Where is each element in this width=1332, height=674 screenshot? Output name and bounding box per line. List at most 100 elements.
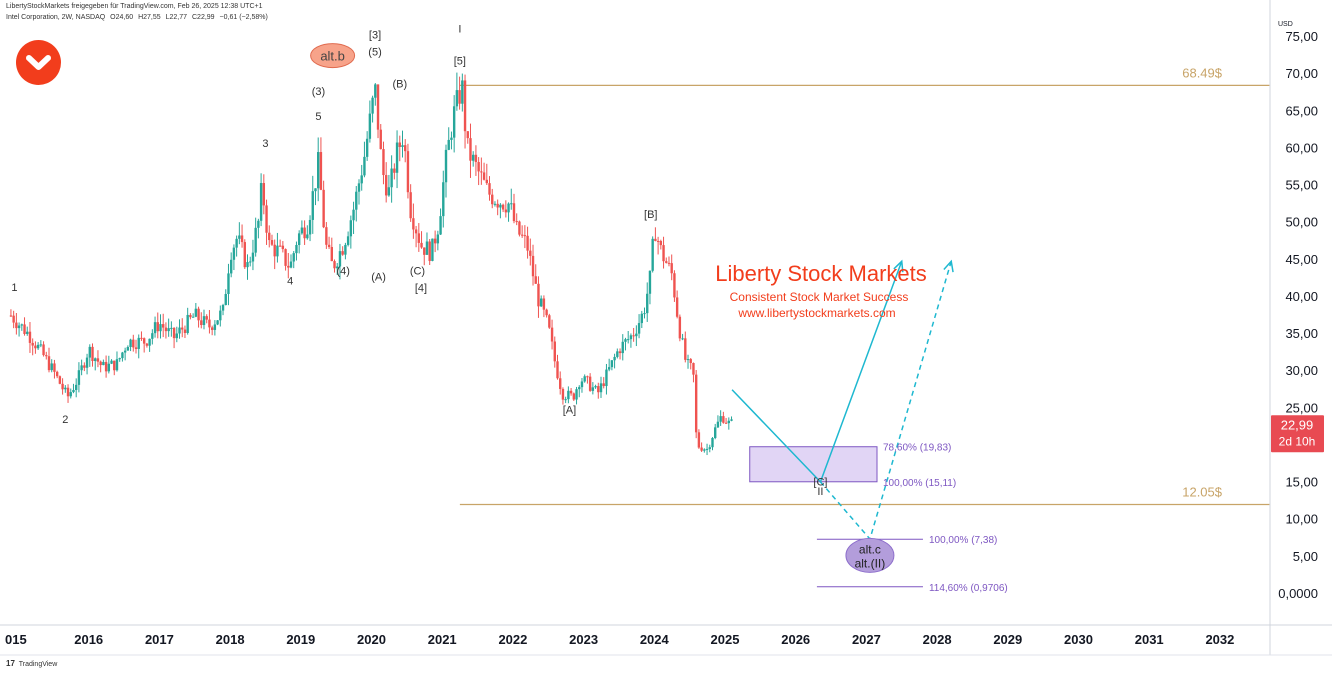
projection-alternate-arrowhead [943, 259, 954, 273]
candle-body [425, 241, 429, 255]
candle-body [651, 238, 654, 271]
candle-body [455, 90, 459, 107]
candle-body [357, 183, 361, 192]
candle-body [548, 315, 551, 328]
x-tick-label: 2032 [1205, 632, 1234, 647]
candle-body [66, 387, 70, 397]
candle-body [469, 138, 472, 161]
candle-body [325, 227, 328, 245]
candle-body [662, 245, 665, 262]
x-tick-label: 2025 [711, 632, 740, 647]
candle-body [243, 242, 246, 268]
candle-body [213, 324, 217, 330]
candle-body [349, 220, 353, 237]
candle-body [599, 383, 603, 393]
candle-body [387, 187, 391, 196]
candle-body [77, 370, 81, 385]
candle-body [246, 262, 249, 268]
candle-body [64, 387, 67, 390]
candle-body [414, 229, 418, 234]
candle-body [232, 247, 236, 260]
candle-body [569, 390, 573, 394]
candle-body [610, 360, 614, 368]
candle-body [586, 376, 589, 378]
candle-body [499, 204, 502, 208]
candle-body [303, 227, 306, 239]
candle-body [673, 273, 676, 298]
x-tick-label: 2021 [428, 632, 457, 647]
candle-body [178, 327, 181, 334]
candle-body [156, 322, 159, 332]
x-tick-label: 2024 [640, 632, 670, 647]
candle-body [39, 344, 43, 346]
candle-body [575, 389, 578, 400]
candle-body [295, 244, 298, 254]
candle-body [338, 251, 342, 267]
candle-body [471, 154, 475, 161]
candle-body [281, 245, 285, 250]
last-price-countdown: 2d 10h [1279, 434, 1316, 448]
wave-label: (A) [371, 272, 386, 284]
candle-body [545, 309, 548, 316]
candle-body [227, 273, 230, 295]
candle-body [102, 361, 105, 366]
candle-body [447, 139, 450, 150]
candle-body [216, 320, 219, 325]
alt-c-badge [845, 537, 895, 573]
y-tick-label: 55,00 [1285, 178, 1318, 193]
candle-body [523, 235, 527, 237]
candle-body [224, 294, 227, 306]
x-tick-label: 2017 [145, 632, 174, 647]
candle-body [167, 328, 170, 332]
candle-body [189, 314, 192, 318]
candle-body [640, 313, 643, 324]
candle-body [300, 227, 304, 234]
wave-label: (B) [392, 79, 407, 91]
footer-brand[interactable]: 17 TradingView [6, 659, 57, 668]
brand-logo[interactable] [16, 40, 61, 85]
candle-body [200, 320, 203, 326]
candle-body [559, 378, 562, 389]
ohlc-open: O24,60 [110, 14, 134, 21]
candle-body [684, 338, 687, 360]
symbol-info: Intel Corporation, 2W, NASDAQ O24,60 H27… [6, 14, 271, 21]
candle-body [164, 327, 168, 332]
fib-label: 78,60% (19,83) [883, 443, 951, 454]
tradingview-logo-icon: 17 [6, 659, 15, 668]
wave-label: [C] [813, 477, 827, 489]
candle-body [531, 255, 535, 277]
candle-body [28, 331, 32, 343]
candle-body [249, 261, 252, 263]
candle-body [656, 240, 660, 242]
candle-body [194, 308, 198, 317]
x-tick-label: 2028 [923, 632, 952, 647]
candle-body [382, 149, 385, 176]
candle-body [159, 324, 162, 332]
candle-body [306, 234, 309, 239]
candle-body [580, 381, 584, 388]
ohlc-close: C22,99 [192, 14, 215, 21]
price-level-label: 68.49$ [1182, 65, 1223, 80]
y-tick-label: 65,00 [1285, 103, 1318, 118]
candle-body [170, 327, 173, 329]
candle-body [265, 205, 268, 233]
candle-body [322, 189, 325, 228]
candle-body [80, 365, 83, 371]
candle-body [561, 388, 565, 400]
candle-body [123, 350, 127, 353]
candle-body [567, 390, 570, 400]
candle-body [646, 293, 649, 314]
candle-body [202, 316, 206, 326]
candle-body [648, 270, 652, 294]
y-tick-label: 5,00 [1293, 549, 1318, 564]
candle-body [714, 427, 717, 438]
wave-label: [5] [454, 55, 466, 67]
wave-label: [B] [644, 209, 657, 221]
candle-body [268, 232, 271, 241]
candle-body [665, 261, 668, 263]
alt-c-badge-text: alt.(II) [855, 556, 886, 570]
wave-label: II [817, 486, 823, 498]
candle-body [686, 359, 690, 361]
candle-body [121, 352, 124, 359]
